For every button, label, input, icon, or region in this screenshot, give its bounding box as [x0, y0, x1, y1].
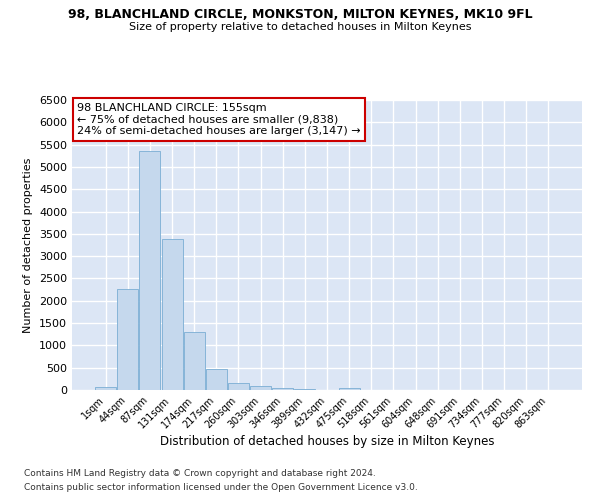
Bar — [139, 152, 160, 390]
Bar — [272, 388, 293, 390]
Bar — [161, 239, 182, 390]
Text: Contains public sector information licensed under the Open Government Licence v3: Contains public sector information licen… — [24, 484, 418, 492]
Bar — [250, 386, 271, 390]
Text: Distribution of detached houses by size in Milton Keynes: Distribution of detached houses by size … — [160, 435, 494, 448]
Bar — [338, 388, 359, 390]
Bar — [95, 386, 116, 390]
Bar — [206, 368, 227, 390]
Text: 98, BLANCHLAND CIRCLE, MONKSTON, MILTON KEYNES, MK10 9FL: 98, BLANCHLAND CIRCLE, MONKSTON, MILTON … — [68, 8, 532, 20]
Bar — [295, 389, 316, 390]
Bar — [228, 382, 249, 390]
Bar — [184, 332, 205, 390]
Text: Size of property relative to detached houses in Milton Keynes: Size of property relative to detached ho… — [129, 22, 471, 32]
Bar — [118, 288, 139, 390]
Text: 98 BLANCHLAND CIRCLE: 155sqm
← 75% of detached houses are smaller (9,838)
24% of: 98 BLANCHLAND CIRCLE: 155sqm ← 75% of de… — [77, 103, 361, 136]
Text: Contains HM Land Registry data © Crown copyright and database right 2024.: Contains HM Land Registry data © Crown c… — [24, 468, 376, 477]
Y-axis label: Number of detached properties: Number of detached properties — [23, 158, 34, 332]
